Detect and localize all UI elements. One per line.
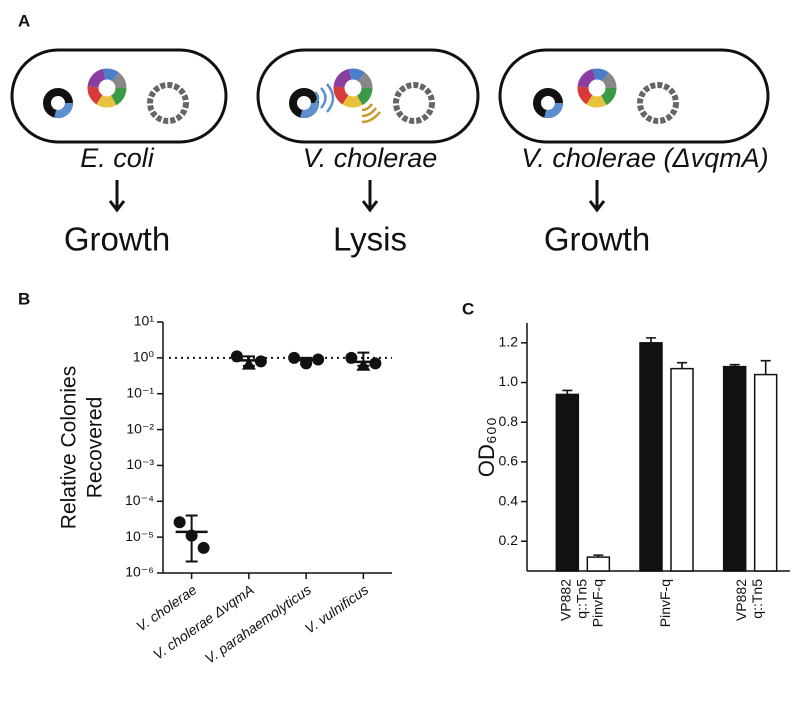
- x-tick-label: V. vulnificus: [302, 581, 372, 636]
- x-tick-label: VP882: [558, 579, 574, 621]
- outcome-label: Growth: [64, 221, 170, 258]
- y-axis-label: Recovered: [84, 397, 107, 499]
- bar: [555, 393, 580, 572]
- error-bar: [357, 351, 370, 367]
- outcome-label: Growth: [544, 221, 650, 258]
- data-point: [173, 516, 186, 529]
- data-point: [369, 357, 382, 370]
- species-label: V. cholerae: [303, 143, 438, 173]
- y-tick-label: 1.0: [499, 373, 519, 389]
- y-tick-label: 10⁻¹: [126, 384, 154, 400]
- y-tick-label: 10⁻⁶: [125, 564, 154, 580]
- bar: [722, 365, 747, 572]
- arrow: [108, 180, 126, 213]
- panel-label: C: [462, 299, 474, 318]
- cell: [498, 48, 770, 144]
- x-tick-label: V. cholerae ΔvqmA: [150, 581, 257, 662]
- error-bar: [300, 356, 313, 365]
- y-tick-label: 10⁻²: [126, 420, 154, 436]
- signal-waves: [314, 83, 335, 113]
- y-tick-label: 10⁰: [133, 349, 155, 365]
- error-bar: [242, 355, 255, 367]
- error-bar: [760, 359, 771, 375]
- x-tick-label: q::Tn5: [574, 579, 590, 619]
- y-tick-label: 10⁻⁴: [125, 492, 154, 508]
- species-label: V. cholerae (ΔvqmA): [521, 143, 768, 173]
- bar: [753, 373, 778, 572]
- y-tick-label: 10⁻⁵: [125, 528, 154, 544]
- error-bar: [646, 337, 656, 343]
- arrow: [361, 180, 379, 213]
- y-tick-label: 10¹: [134, 313, 155, 329]
- y-tick-label: 0.6: [499, 453, 519, 469]
- x-tick-label: q::Tn5: [749, 579, 765, 619]
- y-axis-label: Relative Colonies: [58, 366, 81, 529]
- y-axis-label: OD₆₀₀: [474, 417, 499, 477]
- x-tick-label: V. parahaemolyticus: [202, 581, 314, 666]
- data-point: [197, 541, 210, 554]
- x-tick-label: PinvF-q: [657, 579, 673, 627]
- y-tick-label: 0.8: [499, 413, 519, 429]
- species-label: E. coli: [80, 143, 155, 173]
- y-tick-label: 0.2: [499, 532, 519, 548]
- arrow: [588, 180, 606, 213]
- y-tick-label: 10⁻³: [126, 456, 154, 472]
- panel-label: A: [18, 11, 30, 30]
- bar: [670, 367, 694, 572]
- y-tick-label: 1.2: [499, 334, 519, 350]
- data-point: [288, 351, 301, 364]
- panel-label: B: [18, 289, 30, 308]
- bar: [586, 556, 611, 572]
- x-tick-label: VP882: [733, 579, 749, 621]
- y-tick-label: 0.4: [499, 492, 519, 508]
- x-tick-label: PinvF-q: [590, 579, 606, 627]
- error-bar: [185, 514, 198, 563]
- outcome-label: Lysis: [333, 221, 407, 258]
- bar: [639, 342, 663, 572]
- signal-waves: [361, 103, 381, 124]
- error-bar: [677, 361, 687, 369]
